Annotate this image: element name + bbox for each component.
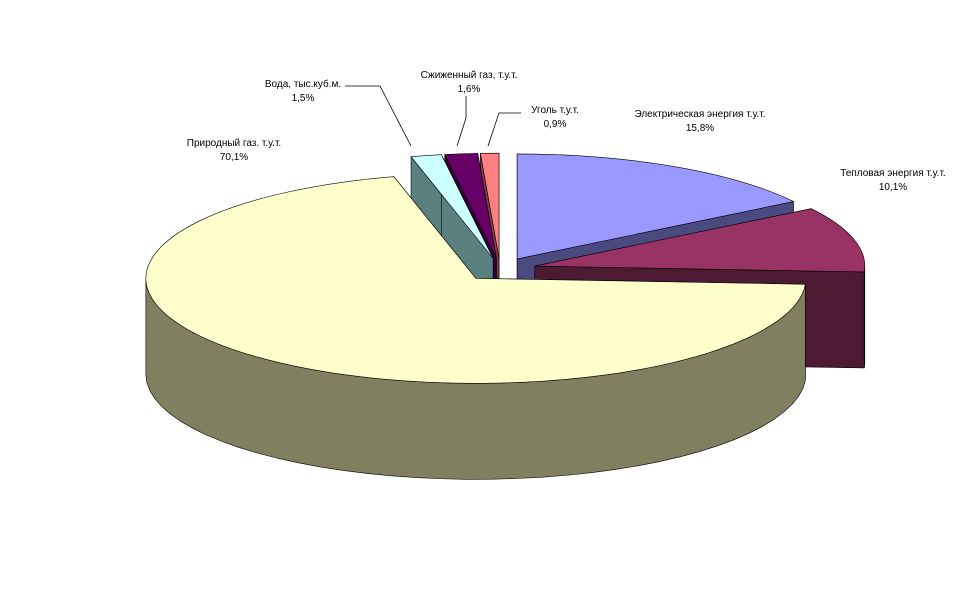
leader-line-coal xyxy=(487,112,521,147)
label-lpg-name: Сжиженный газ, т.у.т. xyxy=(421,70,518,81)
label-natural-gas: Природный газ. т.у.т. 70,1% xyxy=(187,138,281,163)
leader-lines xyxy=(345,85,521,147)
slice-water-top xyxy=(410,154,494,259)
label-heat-pct: 10,1% xyxy=(879,182,907,193)
pie-slices xyxy=(145,152,866,480)
leader-line-lpg xyxy=(456,96,467,147)
label-electric-pct: 15,8% xyxy=(686,123,714,134)
label-water-name: Вода, тыс.куб.м. xyxy=(265,78,341,90)
label-water: Вода, тыс.куб.м. 1,5% xyxy=(265,78,341,104)
label-heat: Тепловая энергия т.у.т. 10,1% xyxy=(840,168,945,193)
slice-coal-top xyxy=(480,152,500,259)
slice-lpg-top xyxy=(444,153,497,259)
label-lpg: Сжиженный газ, т.у.т. 1,6% xyxy=(421,70,518,95)
label-heat-name: Тепловая энергия т.у.т. xyxy=(840,168,945,179)
label-lpg-pct: 1,6% xyxy=(458,84,481,95)
label-natural-gas-pct: 70,1% xyxy=(220,152,248,163)
slice-heat-top xyxy=(534,208,866,273)
slice-heat-outer-wall xyxy=(863,266,866,369)
label-natural-gas-name: Природный газ. т.у.т. xyxy=(187,138,281,149)
label-electric-name: Электрическая энергия т.у.т. xyxy=(634,109,765,120)
label-electric: Электрическая энергия т.у.т. 15,8% xyxy=(634,109,765,134)
label-coal-name: Уголь т.у.т. xyxy=(531,105,579,116)
label-water-pct: 1,5% xyxy=(292,93,315,104)
slice-natural-gas-top xyxy=(145,176,806,384)
label-coal: Уголь т.у.т. 0,9% xyxy=(531,105,579,130)
label-coal-pct: 0,9% xyxy=(544,119,567,130)
slice-natural-gas xyxy=(145,175,806,480)
leader-line-water xyxy=(345,85,412,147)
slice-electric-top xyxy=(516,153,795,260)
